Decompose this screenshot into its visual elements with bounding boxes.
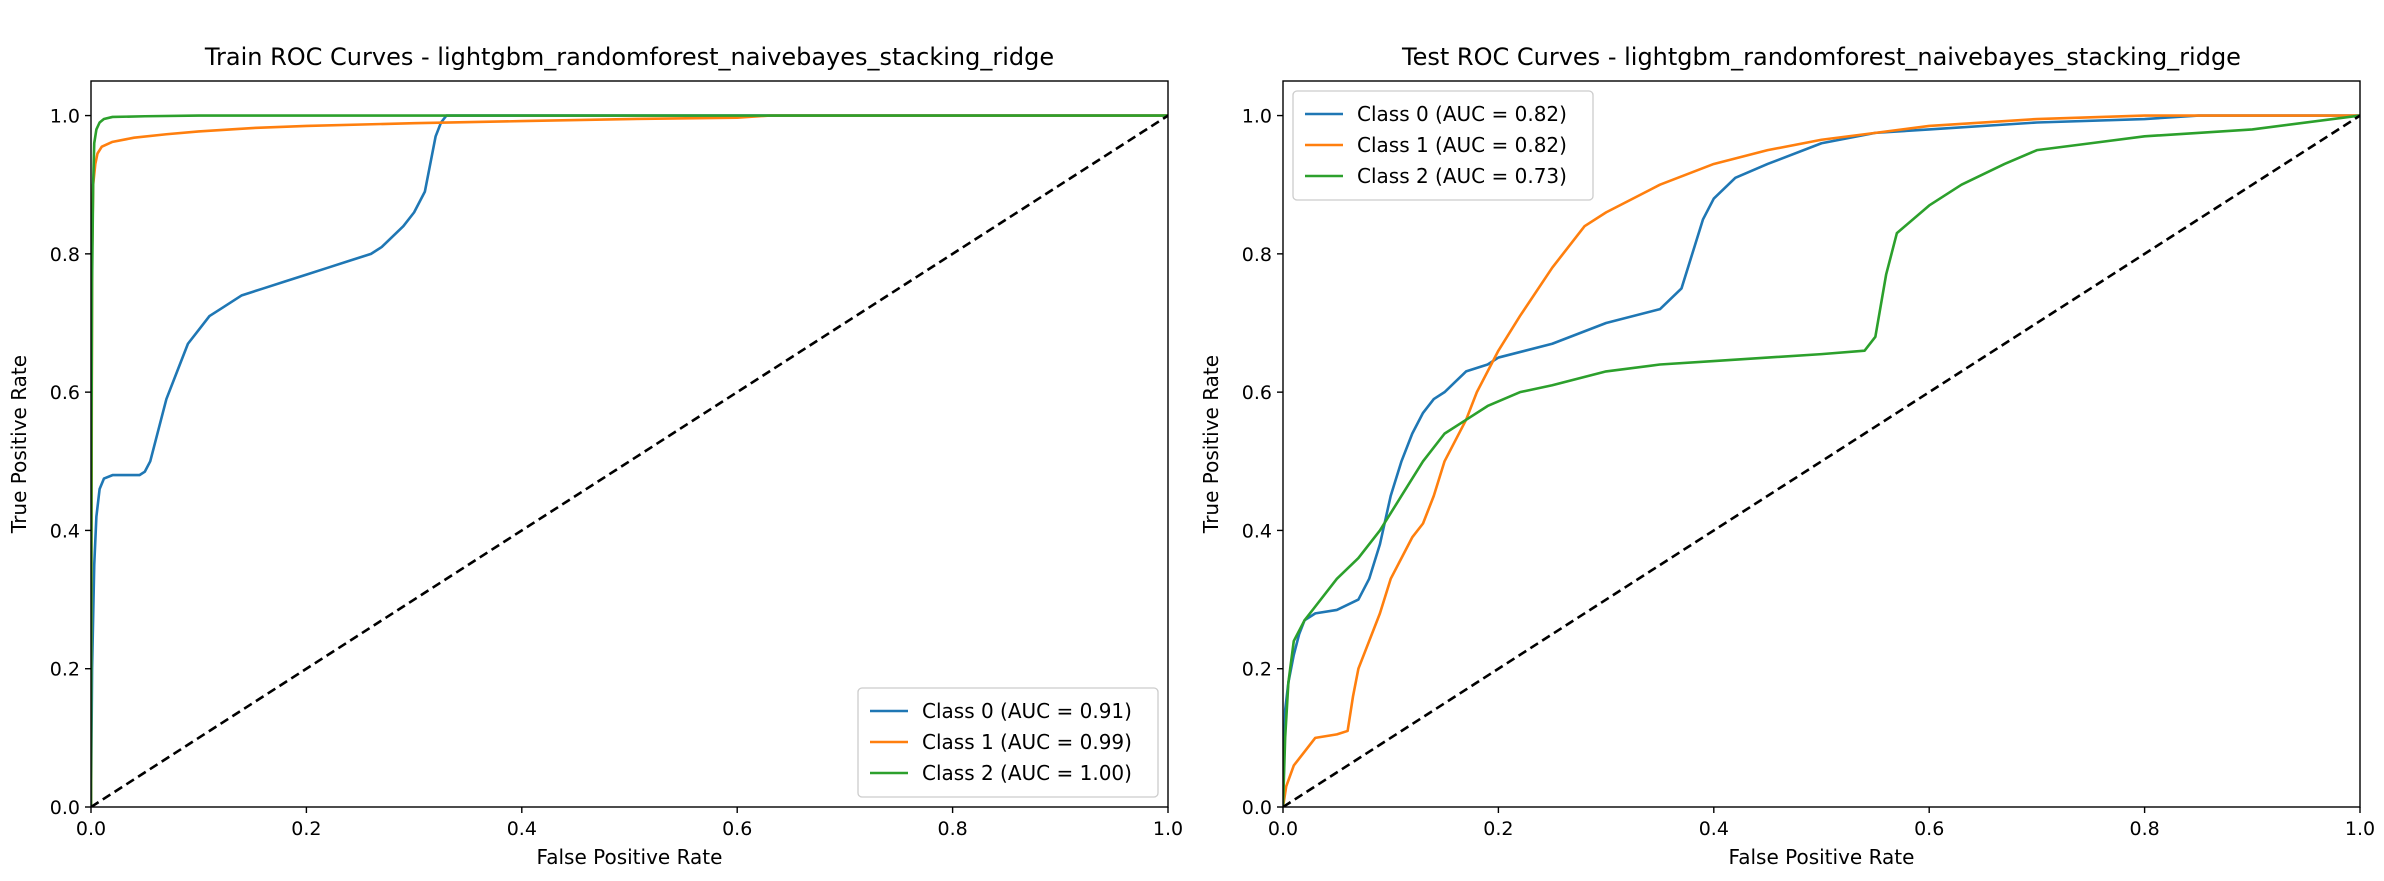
train-x-tick-label: 0.0: [76, 818, 106, 840]
test-roc-line-class-2: [1283, 114, 2360, 807]
train-x-tick-label: 0.6: [722, 818, 752, 840]
test-diagonal-reference-line: [1283, 114, 2360, 807]
train-diagonal-reference-line: [91, 114, 1168, 807]
train-x-tick-label: 0.4: [507, 818, 537, 840]
test-plot-area: [1283, 81, 2360, 807]
train-y-tick-label: 0.8: [50, 244, 80, 266]
test-y-tick-label: 0.6: [1242, 382, 1272, 404]
test-y-tick-label: 0.4: [1242, 520, 1272, 542]
test-x-tick-label: 0.8: [2129, 818, 2159, 840]
test-chart-title: Test ROC Curves - lightgbm_randomforest_…: [1401, 43, 2241, 71]
test-roc-line-class-1: [1283, 114, 2360, 807]
test-roc-panel: 0.0 0.2 0.4 0.6 0.8 1.0 0.0 0.2 0.4 0.6 0.8 1.0 Test…: [1199, 43, 2375, 869]
test-y-tick-label: 1.0: [1242, 106, 1272, 128]
train-roc-line-class-0: [91, 114, 1168, 807]
train-series-group: [91, 114, 1168, 807]
train-axes-frame: [90, 80, 1169, 808]
train-legend-label: Class 1 (AUC = 0.99): [922, 730, 1132, 754]
test-x-tick-label: 0.2: [1483, 818, 1513, 840]
train-plot-area: [91, 81, 1168, 807]
test-x-tick-label: 0.0: [1268, 818, 1298, 840]
train-legend-label: Class 2 (AUC = 1.00): [922, 761, 1132, 785]
test-y-tick-label: 0.8: [1242, 244, 1272, 266]
train-y-tick-label: 0.2: [50, 659, 80, 681]
test-x-tick-label: 0.6: [1914, 818, 1944, 840]
test-x-tick-label: 0.4: [1699, 818, 1729, 840]
train-y-tick-label: 0.4: [50, 520, 80, 542]
train-y-axis-label: True Positive Rate: [7, 355, 31, 534]
train-chart-title: Train ROC Curves - lightgbm_randomforest…: [204, 43, 1054, 71]
train-legend: Class 0 (AUC = 0.91) Class 1 (AUC = 0.99)…: [857, 687, 1159, 798]
test-x-tick-label: 1.0: [2345, 818, 2375, 840]
train-x-tick-label: 0.8: [937, 818, 967, 840]
train-legend-label: Class 0 (AUC = 0.91): [922, 699, 1132, 723]
test-roc-line-class-0: [1283, 114, 2360, 807]
test-y-axis-label: True Positive Rate: [1199, 355, 1223, 534]
test-x-axis-label: False Positive Rate: [1729, 845, 1915, 869]
test-y-tick-label: 0.2: [1242, 659, 1272, 681]
train-roc-panel: 0.0 0.2 0.4 0.6 0.8 1.0 0.0 0.2 0.4 0.6 0.8 1.0 Trai…: [7, 43, 1183, 869]
train-x-axis-label: False Positive Rate: [537, 845, 723, 869]
train-y-tick-label: 0.0: [50, 797, 80, 819]
train-roc-line-class-2: [91, 114, 1168, 807]
train-y-tick-label: 1.0: [50, 106, 80, 128]
test-legend-label: Class 0 (AUC = 0.82): [1357, 102, 1567, 126]
test-y-tick-label: 0.0: [1242, 797, 1272, 819]
test-legend-label: Class 2 (AUC = 0.73): [1357, 164, 1567, 188]
test-axes-frame: [1282, 80, 2361, 808]
train-x-tick-label: 0.2: [291, 818, 321, 840]
test-legend-label: Class 1 (AUC = 0.82): [1357, 133, 1567, 157]
test-legend: Class 0 (AUC = 0.82) Class 1 (AUC = 0.82)…: [1292, 90, 1594, 201]
train-y-tick-label: 0.6: [50, 382, 80, 404]
test-legend-box: [1292, 90, 1594, 201]
train-legend-box: [857, 687, 1159, 798]
test-series-group: [1283, 114, 2360, 807]
train-x-tick-label: 1.0: [1153, 818, 1183, 840]
